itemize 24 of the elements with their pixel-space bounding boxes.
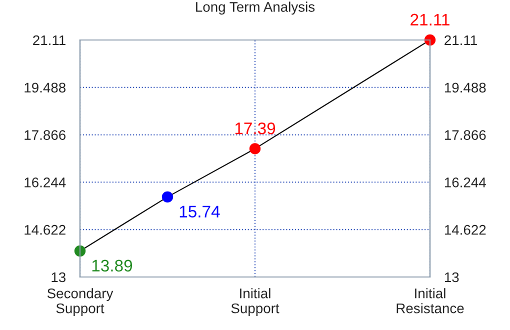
point [424,34,436,46]
point [74,245,86,257]
y2-tick-label: 16.244 [444,178,486,188]
y-tick-label: 16.244 [24,178,66,188]
y-tick-label: 21.11 [33,35,66,46]
y-tick-label: 17.866 [24,130,66,140]
data-label: 17.39 [235,122,276,134]
point [162,191,174,203]
chart-title: Long Term Analysis [196,2,315,15]
y2-tick-label: 19.488 [444,82,486,93]
x-tick-label: Initial Support [231,288,280,316]
y2-tick-label: 14.622 [444,224,486,235]
x-tick-label: Secondary Support [47,288,114,316]
y-tick-label: 13 [52,272,66,282]
y2-tick-label: 21.11 [444,35,477,46]
y-tick-label: 19.488 [24,82,66,93]
x-tick-label: Initial Resistance [396,288,464,314]
y2-tick-label: 13 [444,272,459,282]
data-label: 13.89 [92,260,132,272]
y-tick-label: 14.622 [24,224,66,235]
data-label: 21.11 [410,14,450,26]
data-label: 15.74 [180,206,220,218]
point [249,143,261,154]
y2-tick-label: 17.866 [444,130,486,140]
